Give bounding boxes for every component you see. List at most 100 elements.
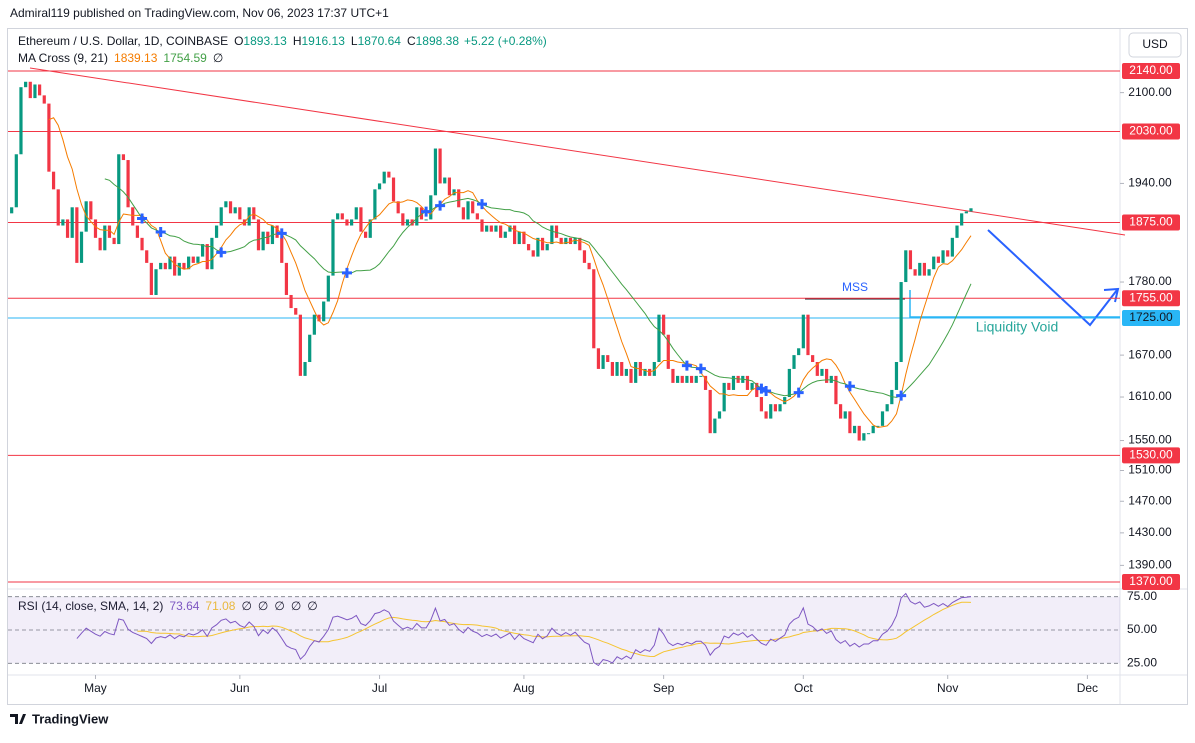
x-tick-label: Jul	[372, 681, 387, 695]
void-label: Liquidity Void	[976, 319, 1059, 335]
candle	[280, 237, 284, 263]
candle	[503, 231, 507, 238]
candle	[210, 237, 214, 270]
candle	[429, 195, 433, 220]
cross-marker	[216, 247, 227, 258]
logo-mark	[10, 714, 26, 724]
candle	[238, 207, 242, 220]
candle	[70, 207, 74, 238]
candle	[14, 154, 18, 208]
candle	[224, 201, 228, 208]
candle	[815, 361, 819, 376]
candle	[163, 262, 167, 270]
candle	[643, 368, 647, 376]
candle	[857, 425, 861, 441]
candle	[508, 225, 512, 232]
ma-name: MA Cross (9, 21)	[18, 51, 108, 65]
x-tick-label: Nov	[937, 681, 958, 695]
candle	[117, 154, 121, 245]
candle	[564, 237, 568, 245]
candle	[196, 256, 200, 263]
candle	[326, 275, 330, 302]
candle	[578, 237, 582, 251]
candle	[340, 213, 344, 220]
cross-marker	[896, 390, 907, 401]
x-tick-label: Sep	[653, 681, 675, 695]
cross-marker	[341, 267, 352, 278]
candle	[871, 425, 875, 434]
candle	[876, 425, 880, 427]
ohlc-value: 1870.64	[358, 34, 402, 48]
candle	[382, 171, 386, 184]
candle	[713, 418, 717, 434]
currency-button[interactable]	[1128, 32, 1182, 58]
candle	[708, 389, 712, 434]
candle	[801, 314, 805, 349]
candle	[531, 250, 535, 257]
candle	[620, 361, 624, 376]
candle	[769, 404, 773, 419]
candle	[359, 207, 363, 232]
level-label: 1755.00	[1129, 290, 1173, 304]
y-tick-label: 1430.00	[1128, 525, 1172, 539]
candle	[405, 219, 410, 226]
ohlc-key: L	[351, 34, 358, 48]
candle	[880, 411, 885, 426]
candle	[252, 207, 256, 220]
candle	[848, 411, 852, 434]
candle	[135, 225, 139, 238]
candle	[28, 81, 32, 99]
x-tick-label: May	[84, 681, 107, 695]
cross-marker	[681, 360, 692, 371]
rsi-extra: ∅	[258, 599, 268, 613]
published-line: Admiral119 published on TradingView.com,…	[10, 6, 389, 20]
candle	[820, 368, 824, 376]
candle	[424, 219, 428, 221]
candle	[513, 225, 517, 245]
candle	[447, 177, 452, 196]
candle	[47, 103, 51, 172]
candle	[913, 269, 917, 276]
candle	[722, 382, 726, 412]
cross-marker	[276, 228, 287, 239]
level-label: 1370.00	[1129, 574, 1173, 588]
void-line	[909, 290, 1120, 318]
candle	[685, 375, 689, 383]
candle	[936, 256, 940, 263]
candle	[927, 269, 931, 276]
ohlc-key: O	[234, 34, 243, 48]
candle	[182, 262, 186, 270]
rsi-extra: ∅	[274, 599, 284, 613]
rsi-value: 73.64	[169, 599, 199, 613]
level-label-box	[1122, 447, 1180, 464]
candle	[899, 282, 903, 362]
candle	[368, 219, 372, 238]
candle	[65, 219, 70, 238]
ma-fast-line	[48, 117, 972, 429]
y-tick-label: 1610.00	[1128, 389, 1172, 403]
y-tick-label: 1390.00	[1128, 558, 1172, 572]
candle	[461, 207, 465, 220]
candle	[377, 183, 382, 190]
candle	[536, 237, 540, 257]
candle	[624, 368, 628, 376]
ohlc-key: H	[293, 34, 302, 48]
candle	[433, 148, 438, 196]
rsi-tick-label: 25.00	[1127, 656, 1157, 670]
candle	[499, 225, 503, 238]
candle	[112, 237, 116, 245]
level-label: 2140.00	[1129, 63, 1173, 77]
rsi-tick-label: 50.00	[1127, 622, 1157, 636]
candle	[396, 201, 400, 214]
candle	[200, 244, 205, 257]
legend: Ethereum / U.S. Dollar, 1D, COINBASE O189…	[18, 34, 547, 65]
candle	[932, 256, 936, 270]
ma-legend: MA Cross (9, 21) 1839.13 1754.59 ∅	[18, 51, 223, 65]
candle	[773, 404, 777, 412]
candle	[727, 382, 731, 390]
candle	[159, 262, 163, 270]
candle	[797, 348, 801, 356]
level-label-box	[1122, 123, 1180, 140]
level-label-box	[1122, 309, 1180, 326]
candle	[289, 294, 293, 309]
